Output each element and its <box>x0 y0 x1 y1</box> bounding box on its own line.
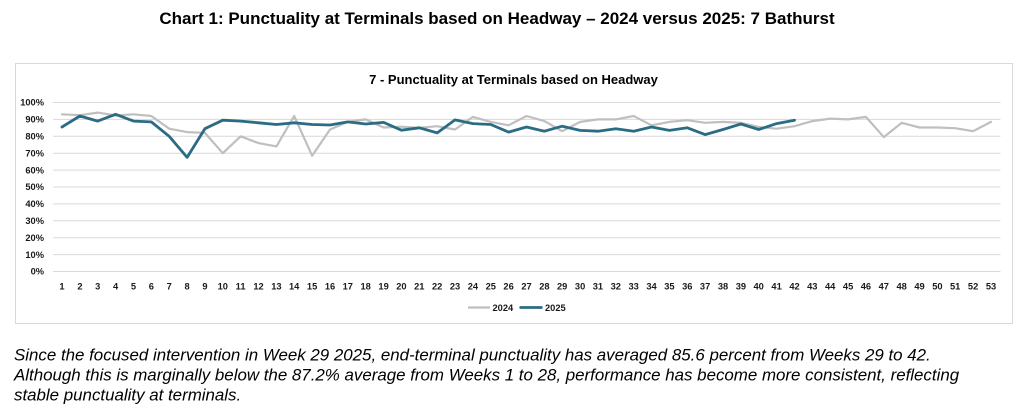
svg-text:19: 19 <box>378 282 388 292</box>
svg-text:10%: 10% <box>25 250 44 260</box>
svg-text:2: 2 <box>77 282 82 292</box>
svg-text:60%: 60% <box>25 165 44 175</box>
svg-text:52: 52 <box>968 282 978 292</box>
svg-text:70%: 70% <box>25 148 44 158</box>
svg-text:2025: 2025 <box>545 303 566 313</box>
svg-text:13: 13 <box>271 282 281 292</box>
svg-text:25: 25 <box>486 282 496 292</box>
svg-text:stable punctuality at terminal: stable punctuality at terminals. <box>14 386 241 405</box>
svg-text:37: 37 <box>700 282 710 292</box>
svg-text:Chart 1: Punctuality at Termin: Chart 1: Punctuality at Terminals based … <box>159 9 835 28</box>
svg-text:27: 27 <box>521 282 531 292</box>
svg-text:3: 3 <box>95 282 100 292</box>
svg-text:44: 44 <box>825 282 836 292</box>
svg-text:15: 15 <box>307 282 317 292</box>
svg-text:80%: 80% <box>25 132 44 142</box>
svg-text:17: 17 <box>343 282 353 292</box>
svg-text:4: 4 <box>113 282 119 292</box>
svg-text:90%: 90% <box>25 115 44 125</box>
svg-text:20%: 20% <box>25 233 44 243</box>
svg-text:50: 50 <box>932 282 942 292</box>
svg-text:16: 16 <box>325 282 335 292</box>
svg-text:46: 46 <box>861 282 871 292</box>
svg-text:45: 45 <box>843 282 853 292</box>
svg-text:23: 23 <box>450 282 460 292</box>
svg-text:40%: 40% <box>25 199 44 209</box>
svg-text:41: 41 <box>771 282 781 292</box>
svg-text:49: 49 <box>914 282 924 292</box>
svg-text:39: 39 <box>736 282 746 292</box>
svg-text:38: 38 <box>718 282 728 292</box>
svg-text:32: 32 <box>611 282 621 292</box>
svg-text:14: 14 <box>289 282 300 292</box>
svg-text:6: 6 <box>149 282 154 292</box>
svg-text:10: 10 <box>218 282 228 292</box>
svg-text:Although this is marginally be: Although this is marginally below the 87… <box>13 366 960 385</box>
svg-text:24: 24 <box>468 282 479 292</box>
svg-text:50%: 50% <box>25 182 44 192</box>
svg-text:34: 34 <box>646 282 657 292</box>
svg-text:0%: 0% <box>31 267 45 277</box>
svg-text:5: 5 <box>131 282 136 292</box>
svg-text:20: 20 <box>396 282 406 292</box>
svg-text:1: 1 <box>59 282 64 292</box>
svg-text:30%: 30% <box>25 216 44 226</box>
svg-text:9: 9 <box>202 282 207 292</box>
svg-text:31: 31 <box>593 282 603 292</box>
svg-text:51: 51 <box>950 282 960 292</box>
svg-text:43: 43 <box>807 282 817 292</box>
svg-text:30: 30 <box>575 282 585 292</box>
svg-text:18: 18 <box>361 282 371 292</box>
svg-text:Since the focused intervention: Since the focused intervention in Week 2… <box>14 346 931 365</box>
svg-text:11: 11 <box>236 282 246 292</box>
svg-text:29: 29 <box>557 282 567 292</box>
svg-text:26: 26 <box>503 282 513 292</box>
svg-text:22: 22 <box>432 282 442 292</box>
svg-text:48: 48 <box>897 282 907 292</box>
svg-text:47: 47 <box>879 282 889 292</box>
svg-text:33: 33 <box>629 282 639 292</box>
svg-text:35: 35 <box>664 282 674 292</box>
svg-text:21: 21 <box>414 282 424 292</box>
svg-text:28: 28 <box>539 282 549 292</box>
svg-text:40: 40 <box>754 282 764 292</box>
svg-text:42: 42 <box>789 282 799 292</box>
svg-text:36: 36 <box>682 282 692 292</box>
svg-text:8: 8 <box>185 282 190 292</box>
svg-text:7: 7 <box>167 282 172 292</box>
svg-text:7 - Punctuality at Terminals b: 7 - Punctuality at Terminals based on He… <box>369 72 658 87</box>
svg-text:2024: 2024 <box>493 303 515 313</box>
svg-text:53: 53 <box>986 282 996 292</box>
svg-text:12: 12 <box>253 282 263 292</box>
svg-text:100%: 100% <box>20 98 45 108</box>
